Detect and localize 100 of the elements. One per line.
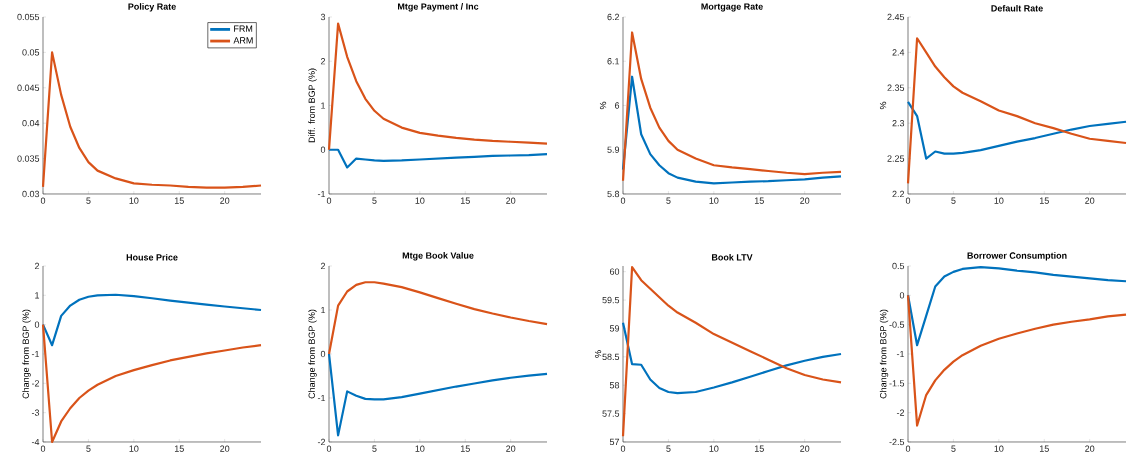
y-tick-label: 2.25 — [887, 155, 905, 162]
y-tick-label: 2.2 — [892, 190, 905, 198]
y-axis-title: Change from BGP (%) — [22, 309, 31, 399]
y-tick-label: 6 — [614, 102, 620, 109]
x-tick-label: 15 — [460, 197, 470, 204]
line-series — [327, 281, 549, 356]
x-tick-label: 0 — [40, 197, 46, 204]
x-tick-label: 0 — [905, 197, 911, 204]
x-tick-label: 20 — [1085, 197, 1095, 204]
chart-title: Mtge Book Value — [402, 252, 474, 261]
y-tick-label: -3 — [31, 409, 40, 416]
line-series — [327, 22, 549, 151]
y-tick-label: 1 — [321, 102, 326, 109]
y-tick-label: -1 — [31, 350, 40, 358]
y-tick-label: -1 — [317, 190, 326, 198]
x-tick-label: 20 — [800, 197, 810, 204]
x-tick-label: 10 — [129, 197, 139, 204]
line-series — [906, 294, 1128, 427]
chart-title: House Price — [126, 253, 178, 261]
y-tick-label: -1 — [317, 394, 326, 402]
x-tick-label: 15 — [1039, 197, 1049, 204]
y-tick-label: 1 — [321, 306, 326, 314]
chart-title: Default Rate — [991, 4, 1043, 12]
y-tick-label: 59.5 — [602, 296, 620, 304]
x-tick-label: 15 — [174, 445, 184, 452]
y-tick-label: 0.05 — [22, 49, 40, 56]
line-series — [906, 100, 1128, 160]
y-tick-label: 59 — [609, 325, 620, 332]
y-tick-label: 57.5 — [602, 410, 620, 417]
chart-title: Book LTV — [712, 253, 753, 261]
x-tick-label: 10 — [415, 445, 425, 452]
chart-title: Borrower Consumption — [967, 252, 1067, 261]
y-axis-title: % — [594, 350, 602, 358]
line-series — [41, 293, 263, 347]
x-tick-label: 0 — [326, 445, 332, 452]
y-tick-label: 0 — [320, 350, 326, 358]
y-tick-label: -2 — [31, 380, 40, 387]
y-tick-label: 5.9 — [607, 146, 620, 153]
y-tick-label: 0.055 — [17, 13, 40, 21]
x-tick-label: 20 — [506, 445, 516, 452]
x-tick-label: 5 — [666, 197, 671, 204]
x-tick-label: 15 — [754, 197, 764, 204]
x-tick-label: 15 — [1039, 445, 1049, 452]
legend-label: FRM — [234, 25, 253, 32]
x-tick-label: 0 — [40, 445, 46, 452]
y-tick-label: 2.4 — [892, 49, 905, 56]
y-tick-label: 6.1 — [607, 58, 620, 65]
line-series — [621, 321, 843, 395]
x-tick-label: 5 — [372, 197, 377, 204]
y-tick-label: 2.45 — [887, 13, 905, 21]
y-tick-label: 0.03 — [22, 190, 40, 198]
x-tick-label: 10 — [709, 197, 719, 204]
x-tick-label: 10 — [994, 197, 1004, 204]
x-tick-label: 5 — [666, 445, 671, 452]
x-tick-label: 0 — [620, 197, 626, 204]
y-axis-title: Diff. from BGP (%) — [308, 68, 317, 143]
x-tick-label: 20 — [506, 197, 516, 204]
x-tick-label: 15 — [460, 445, 470, 452]
line-series — [41, 51, 263, 189]
x-tick-label: 10 — [994, 445, 1004, 452]
y-axis-title: Change from BGP (%) — [308, 309, 317, 399]
x-tick-label: 0 — [905, 445, 911, 452]
x-tick-label: 20 — [800, 445, 810, 452]
y-tick-label: -4 — [31, 438, 40, 446]
y-axis-title: % — [599, 101, 607, 110]
y-tick-label: 2.3 — [892, 120, 905, 127]
x-tick-label: 10 — [415, 197, 425, 204]
x-tick-label: 10 — [129, 445, 139, 452]
chart-title: Mtge Payment / Inc — [398, 3, 479, 12]
chart-title: Mortgage Rate — [701, 3, 763, 12]
y-tick-label: -2 — [317, 438, 326, 446]
y-tick-label: -1.5 — [889, 380, 905, 387]
line-series — [906, 266, 1128, 347]
y-tick-label: 2 — [320, 58, 326, 65]
y-tick-label: 2 — [320, 262, 326, 270]
line-series — [621, 31, 843, 182]
y-tick-label: 2 — [34, 262, 40, 270]
x-tick-label: 20 — [1085, 445, 1095, 452]
x-tick-label: 20 — [220, 445, 230, 452]
y-tick-label: 2.35 — [887, 84, 905, 91]
x-tick-label: 0 — [326, 197, 332, 204]
y-tick-label: -2 — [896, 409, 905, 416]
y-tick-label: -1 — [896, 350, 905, 358]
x-tick-label: 5 — [86, 445, 91, 452]
y-tick-label: 0.045 — [17, 84, 40, 91]
x-tick-label: 20 — [220, 197, 230, 204]
y-tick-label: 0.04 — [22, 120, 40, 127]
x-tick-label: 5 — [951, 445, 956, 452]
x-tick-label: 5 — [372, 445, 377, 452]
y-tick-label: 0 — [899, 292, 905, 299]
legend-label: ARM — [233, 37, 253, 44]
y-tick-label: 0 — [320, 146, 326, 153]
y-tick-label: 0.035 — [17, 155, 40, 162]
y-tick-label: 0.5 — [892, 262, 905, 270]
line-series — [906, 37, 1128, 185]
x-tick-label: 5 — [86, 197, 91, 204]
y-tick-label: 3 — [320, 13, 326, 21]
y-tick-label: 58 — [609, 382, 620, 389]
chart-title: Policy Rate — [128, 3, 176, 12]
y-tick-label: 5.8 — [607, 190, 620, 198]
